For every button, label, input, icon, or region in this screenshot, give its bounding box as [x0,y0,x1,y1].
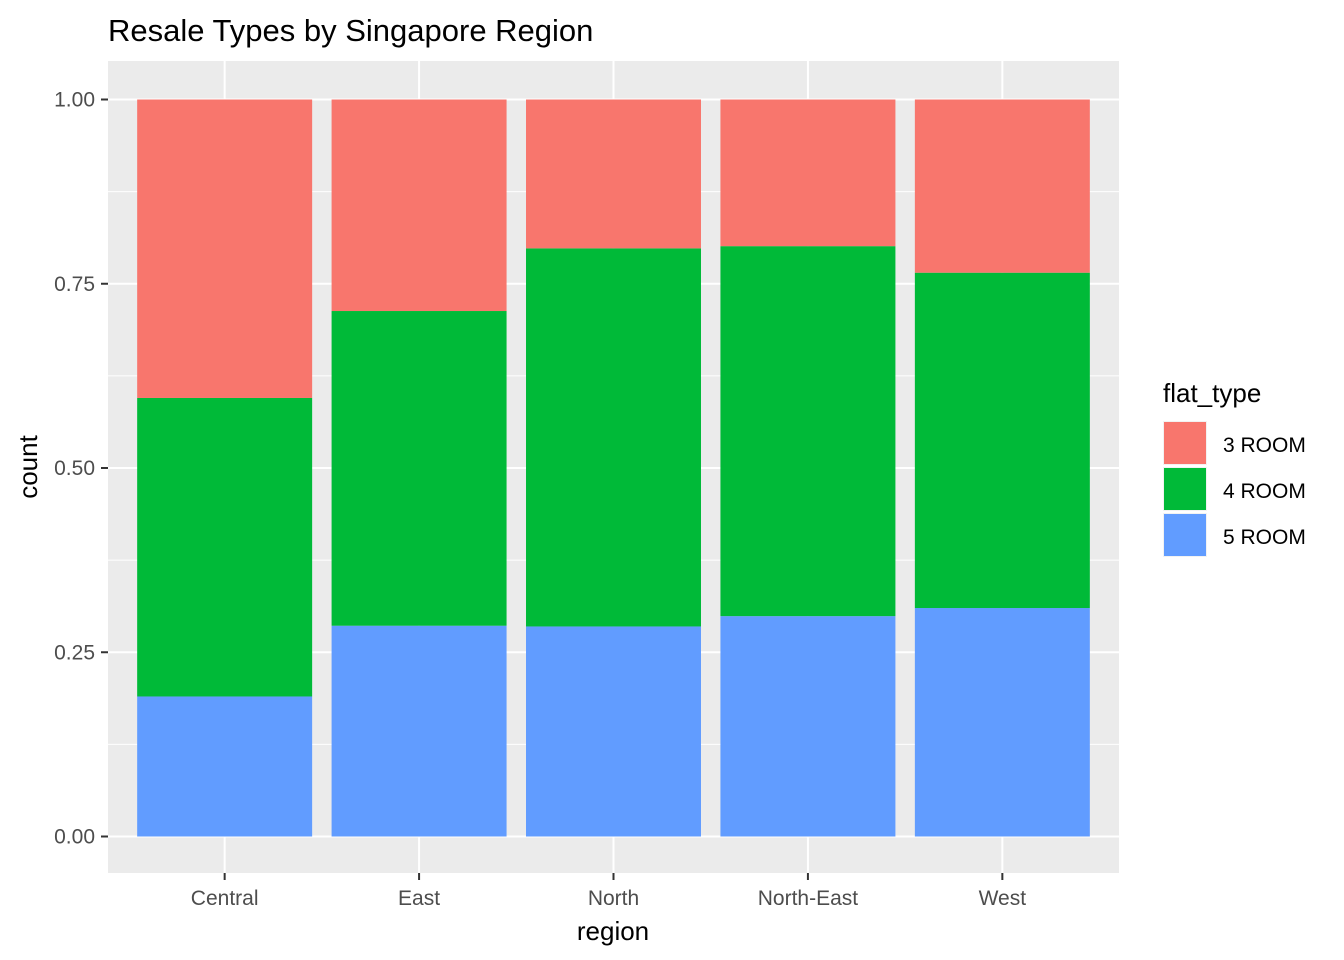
y-tick-label: 0.25 [54,641,95,664]
legend-label: 5 ROOM [1223,526,1306,549]
bar-central-5-room [137,696,313,837]
bar-north-4-room [526,248,701,627]
x-tick-label: Central [191,887,259,910]
bar-west-5-room [914,608,1090,837]
bar-north-east-4-room [720,246,896,617]
legend-label: 3 ROOM [1223,434,1306,457]
y-axis: 0.00 0.25 0.50 0.75 1.00 [54,89,108,849]
bar-central-4-room [137,397,313,697]
y-tick-label: 0.75 [54,273,95,296]
y-axis-title: count [13,434,43,498]
y-tick-label: 1.00 [54,89,95,112]
x-axis: Central East North North-East West [191,873,1026,910]
chart-title: Resale Types by Singapore Region [108,13,593,48]
bar-west-4-room [914,272,1090,609]
x-tick-label: North [588,887,639,910]
legend-swatch [1164,468,1206,510]
bar-north-5-room [526,626,701,837]
bar-east-3-room [331,99,507,312]
bar-east-5-room [331,625,507,837]
y-tick-label: 0.00 [54,826,95,849]
bar-north-east-5-room [720,616,896,837]
legend-label: 4 ROOM [1223,480,1306,503]
legend: flat_type 3 ROOM 4 ROOM 5 ROOM [1163,378,1306,557]
legend-swatch [1164,422,1206,464]
legend-swatch [1164,514,1206,556]
bar-central-3-room [137,99,313,398]
x-tick-label: East [398,887,440,910]
bar-north-3-room [526,99,701,249]
y-tick-label: 0.50 [54,457,95,480]
bar-west-3-room [914,99,1090,273]
bars [137,99,1090,837]
bar-east-4-room [331,311,507,626]
x-tick-label: North-East [758,887,859,910]
x-axis-title: region [577,916,649,946]
x-tick-label: West [979,887,1027,910]
legend-title: flat_type [1163,378,1261,408]
bar-north-east-3-room [720,99,896,247]
